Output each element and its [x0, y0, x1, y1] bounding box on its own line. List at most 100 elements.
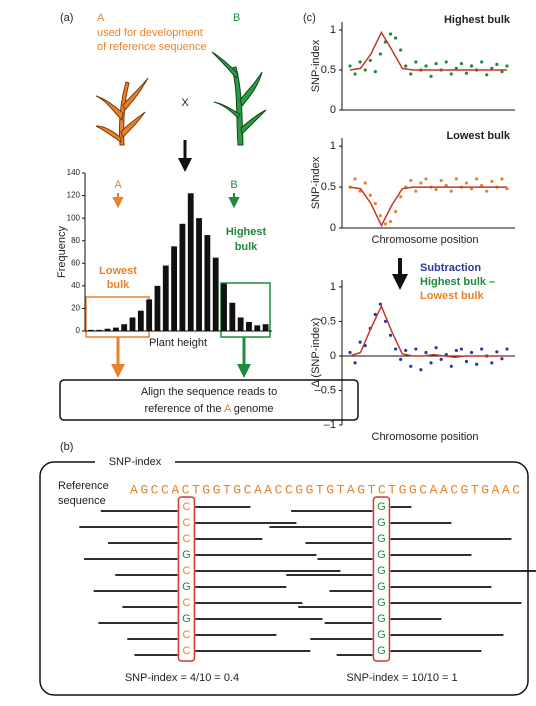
point — [393, 210, 398, 214]
arrow-head — [178, 158, 192, 172]
bulk-label: Highest — [226, 226, 267, 238]
bulk-label: Lowest — [99, 265, 137, 277]
bar — [187, 193, 194, 331]
point — [449, 364, 453, 368]
bar — [212, 257, 219, 331]
read-base: C — [182, 517, 190, 529]
point — [348, 64, 352, 68]
marker-b: B — [230, 179, 237, 191]
point — [454, 348, 458, 353]
point — [459, 347, 464, 351]
point — [480, 347, 484, 351]
point — [434, 62, 438, 66]
y-tick-label: 20 — [71, 304, 80, 313]
arrow-head — [237, 364, 251, 378]
bar — [129, 317, 136, 331]
bar — [262, 324, 269, 331]
reference-label: Reference — [58, 480, 109, 492]
point — [490, 66, 494, 70]
align-text: Align the sequence reads to — [141, 386, 277, 398]
point — [409, 72, 413, 76]
legend-text: Highest bulk – — [420, 276, 495, 288]
point — [459, 62, 464, 66]
point — [419, 368, 423, 372]
read-base: G — [377, 581, 386, 593]
bar — [221, 283, 227, 331]
point — [429, 361, 433, 365]
plant-a — [95, 77, 149, 146]
point — [444, 352, 448, 357]
parent-b: B — [233, 12, 240, 24]
bar — [137, 310, 144, 331]
read-base: G — [182, 549, 191, 561]
bar — [237, 317, 244, 331]
point — [399, 357, 403, 362]
point — [434, 187, 438, 192]
box-title: SNP-index — [109, 456, 162, 468]
point — [439, 178, 443, 183]
bar — [171, 246, 178, 331]
point — [464, 359, 469, 364]
x-axis-label: Chromosome position — [372, 234, 479, 246]
bar — [88, 329, 94, 331]
point — [419, 181, 423, 185]
point — [485, 73, 489, 77]
y-tick-label: 80 — [71, 236, 80, 245]
read-base: G — [377, 549, 386, 561]
point — [505, 187, 509, 191]
parent-a-note: of reference sequence — [97, 41, 206, 53]
y-tick-label: 1 — [330, 281, 336, 293]
read-base: G — [377, 629, 386, 641]
y-tick-label: 0 — [76, 326, 81, 335]
legend-text: Lowest bulk — [420, 290, 484, 302]
y-tick-label: 0.5 — [321, 315, 336, 327]
bar — [162, 265, 169, 331]
panel-label: (c) — [303, 12, 316, 24]
point — [454, 177, 458, 181]
point — [373, 201, 377, 206]
point — [500, 70, 504, 74]
point — [353, 361, 357, 365]
y-tick-label: 1 — [330, 24, 336, 36]
bulk-label: bulk — [107, 279, 130, 291]
bar — [146, 299, 153, 331]
point — [475, 177, 479, 181]
point — [500, 177, 504, 181]
read-base: C — [182, 597, 190, 609]
read-base: C — [182, 501, 190, 513]
y-axis-label: SNP-index — [310, 156, 322, 209]
point — [469, 64, 474, 68]
arrow — [112, 193, 124, 209]
arrow — [228, 193, 240, 209]
point — [363, 68, 367, 72]
point — [439, 357, 443, 362]
point — [358, 340, 362, 344]
arrow-head — [111, 364, 125, 378]
read-base: C — [182, 533, 190, 545]
snp-index-result: SNP-index = 4/10 = 0.4 — [125, 672, 239, 684]
fit-line — [349, 30, 507, 71]
bar — [121, 324, 128, 331]
y-tick-label: 40 — [71, 281, 80, 290]
fit-line — [349, 186, 507, 228]
point — [368, 58, 372, 63]
bar — [104, 328, 111, 331]
y-axis-label: SNP-index — [310, 39, 322, 92]
point — [429, 74, 433, 78]
bar — [246, 321, 252, 331]
read-base: G — [377, 533, 386, 545]
point — [464, 71, 469, 75]
y-tick-label: 0.5 — [321, 181, 336, 193]
y-tick-label: 0 — [330, 350, 336, 362]
point — [505, 64, 509, 68]
read-base: G — [377, 613, 386, 625]
point — [378, 52, 382, 56]
title-bg — [95, 454, 175, 470]
x-axis-label: Plant height — [149, 337, 207, 349]
point — [469, 350, 474, 355]
point — [475, 362, 479, 366]
bar — [154, 285, 161, 331]
bar — [204, 235, 211, 331]
read-base: G — [377, 597, 386, 609]
y-tick-label: 1 — [330, 140, 336, 152]
